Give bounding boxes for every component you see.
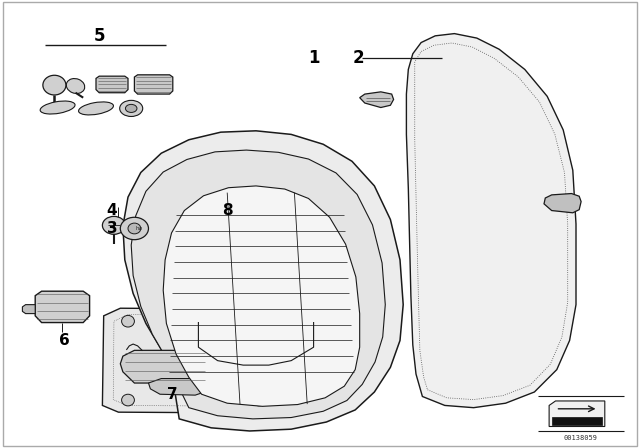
Ellipse shape <box>120 217 148 240</box>
Polygon shape <box>360 92 394 108</box>
Polygon shape <box>544 194 581 213</box>
Ellipse shape <box>122 315 134 327</box>
Ellipse shape <box>43 75 66 95</box>
Polygon shape <box>552 417 602 425</box>
Ellipse shape <box>102 216 125 234</box>
Polygon shape <box>163 186 360 406</box>
Ellipse shape <box>120 100 143 116</box>
Ellipse shape <box>122 394 134 406</box>
Ellipse shape <box>67 78 84 94</box>
Ellipse shape <box>128 223 141 234</box>
Text: 2: 2 <box>353 49 364 67</box>
Ellipse shape <box>125 104 137 112</box>
Ellipse shape <box>253 315 266 327</box>
Polygon shape <box>123 131 403 431</box>
Text: 1: 1 <box>308 49 319 67</box>
Polygon shape <box>35 291 90 323</box>
Text: 5: 5 <box>93 27 105 45</box>
Polygon shape <box>102 308 283 413</box>
Polygon shape <box>134 75 173 94</box>
Text: 6: 6 <box>59 333 69 348</box>
Text: 3: 3 <box>107 221 117 236</box>
Ellipse shape <box>253 394 266 406</box>
Polygon shape <box>96 76 128 93</box>
Text: 7: 7 <box>168 387 178 402</box>
Ellipse shape <box>79 102 113 115</box>
Polygon shape <box>131 150 385 419</box>
Polygon shape <box>148 379 214 395</box>
Ellipse shape <box>40 101 75 114</box>
Polygon shape <box>406 34 576 408</box>
Polygon shape <box>242 345 275 379</box>
Text: 8: 8 <box>222 203 232 218</box>
Text: 00138059: 00138059 <box>564 435 598 441</box>
Polygon shape <box>120 350 208 383</box>
Text: hw: hw <box>136 226 143 231</box>
Text: 4: 4 <box>107 203 117 218</box>
Polygon shape <box>22 305 35 314</box>
Polygon shape <box>549 401 605 426</box>
